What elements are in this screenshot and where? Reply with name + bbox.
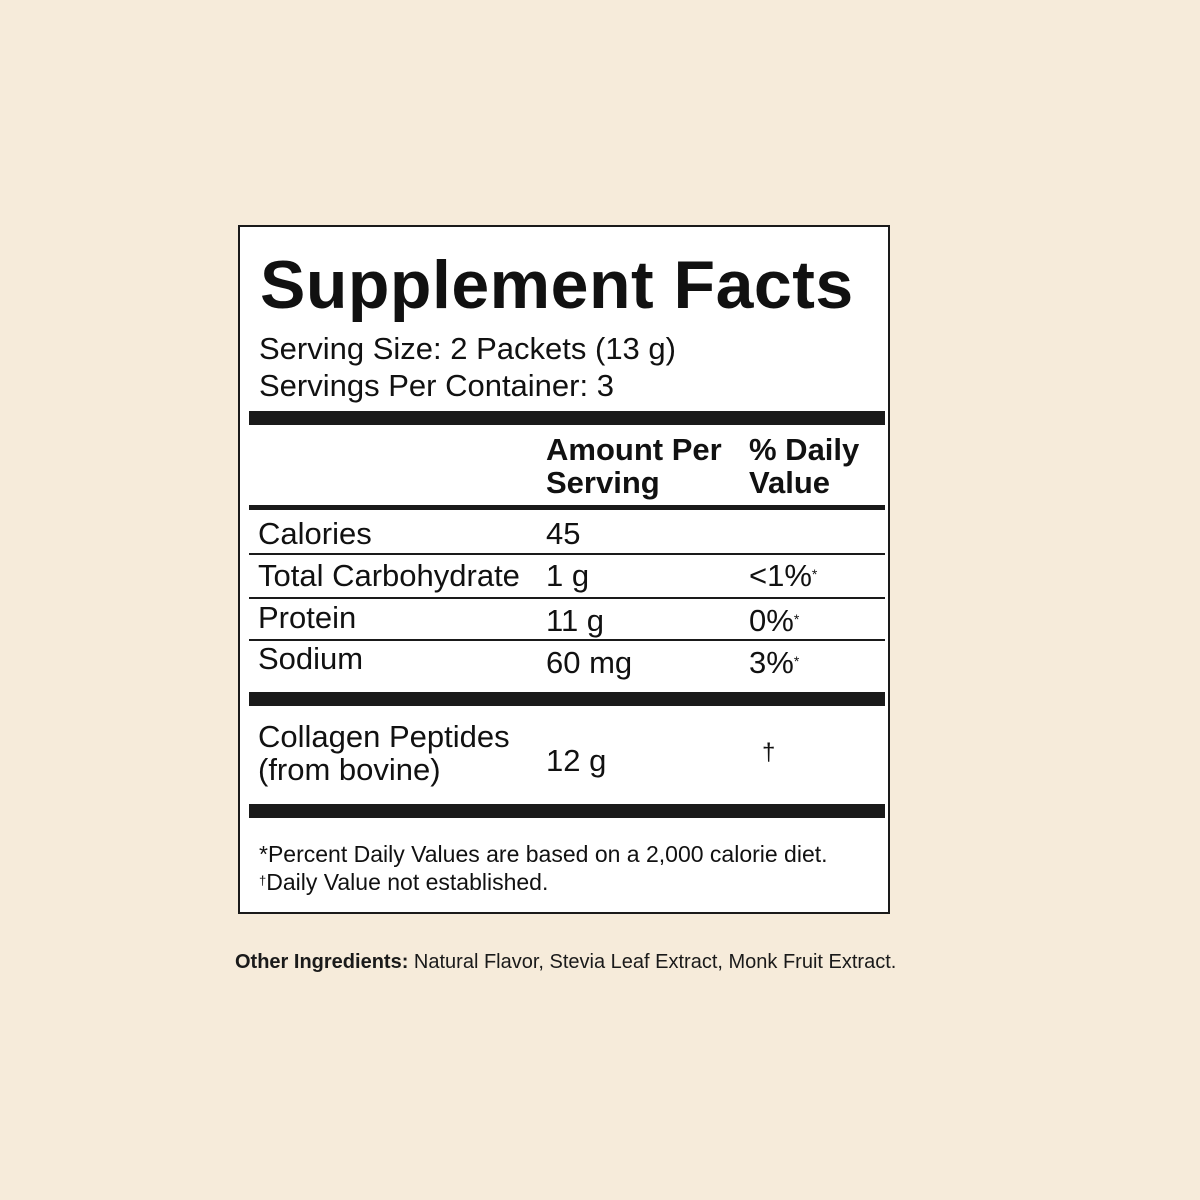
supplement-facts-panel: Supplement Facts Serving Size: 2 Packets… [238,225,890,914]
serving-size: Serving Size: 2 Packets (13 g) [259,331,676,366]
row-divider [249,639,885,641]
amount-header: Amount Per Serving [546,433,722,499]
daily-value-header-line1: % Daily [749,432,860,467]
serving-info: Serving Size: 2 Packets (13 g) Servings … [259,330,676,404]
collagen-name-line1: Collagen Peptides [258,719,510,754]
daily-value-text: 3% [749,645,794,680]
thick-divider-middle [249,692,885,706]
servings-per-container: Servings Per Container: 3 [259,368,614,403]
row-daily-value: <1%* [749,558,817,594]
row-name: Total Carbohydrate [258,558,520,593]
thick-divider-top [249,411,885,425]
row-amount: 60 mg [546,645,633,680]
row-amount: 1 g [546,558,590,593]
other-ingredients-label: Other Ingredients: [235,951,409,973]
dagger-mark: † [259,873,267,888]
thick-divider-bottom [249,804,885,818]
header-divider [249,505,885,510]
daily-value-header: % Daily Value [749,433,859,499]
dagger-footnote-text: Daily Value not established. [266,869,549,895]
collagen-name: Collagen Peptides (from bovine) [258,720,510,786]
row-daily-value: 0%* [749,603,799,639]
other-ingredients: Other Ingredients: Natural Flavor, Stevi… [235,949,896,975]
asterisk-mark: * [811,566,818,582]
row-name: Calories [258,516,372,551]
label-title: Supplement Facts [260,247,854,323]
amount-header-line2: Serving [546,465,660,500]
daily-value-header-line2: Value [749,465,830,500]
row-daily-value: 3%* [749,645,799,681]
daily-value-text: 0% [749,603,794,638]
row-divider [249,553,885,555]
dagger-footnote: †Daily Value not established. [259,868,548,896]
collagen-dagger: † [762,739,776,766]
collagen-amount: 12 g [546,743,607,778]
amount-header-line1: Amount Per [546,432,722,467]
row-name: Sodium [258,641,364,676]
row-divider [249,597,885,599]
percent-footnote: *Percent Daily Values are based on a 2,0… [259,841,828,867]
row-amount: 11 g [546,603,605,638]
collagen-name-line2: (from bovine) [258,752,441,787]
row-amount: 45 [546,516,581,551]
row-name: Protein [258,600,357,635]
other-ingredients-text: Natural Flavor, Stevia Leaf Extract, Mon… [408,951,897,973]
daily-value-text: <1% [749,558,812,593]
asterisk-mark: * [793,653,800,669]
asterisk-mark: * [793,611,800,627]
